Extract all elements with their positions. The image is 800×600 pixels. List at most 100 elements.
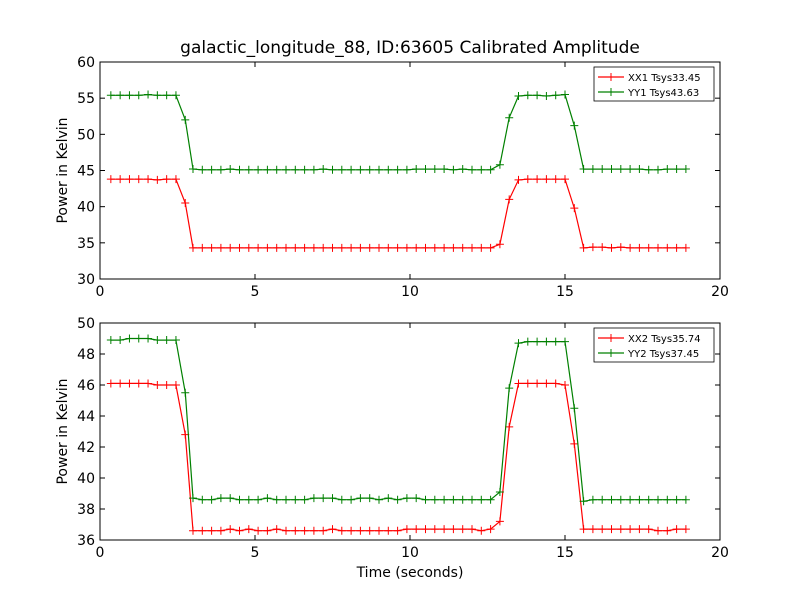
data-point bbox=[198, 243, 207, 252]
data-point bbox=[635, 495, 644, 504]
data-point bbox=[337, 243, 346, 252]
data-point bbox=[672, 165, 681, 174]
data-point bbox=[440, 243, 449, 252]
data-point bbox=[328, 494, 337, 503]
legend-marker bbox=[607, 73, 615, 81]
data-point bbox=[495, 240, 504, 249]
data-point bbox=[542, 337, 551, 346]
data-point bbox=[402, 243, 411, 252]
data-point bbox=[319, 165, 328, 174]
data-point bbox=[430, 165, 439, 174]
data-point bbox=[523, 379, 532, 388]
data-point bbox=[477, 165, 486, 174]
data-point bbox=[198, 165, 207, 174]
data-point bbox=[144, 334, 153, 343]
data-point bbox=[551, 379, 560, 388]
data-point bbox=[337, 526, 346, 535]
data-point bbox=[449, 243, 458, 252]
data-point bbox=[663, 165, 672, 174]
data-point bbox=[672, 243, 681, 252]
data-point bbox=[458, 525, 467, 534]
data-point bbox=[207, 165, 216, 174]
data-point bbox=[579, 497, 588, 506]
data-point bbox=[393, 526, 402, 535]
data-point bbox=[551, 175, 560, 184]
data-point bbox=[449, 165, 458, 174]
data-point bbox=[235, 495, 244, 504]
data-point bbox=[505, 384, 514, 393]
data-point bbox=[282, 165, 290, 174]
data-point bbox=[468, 243, 476, 252]
data-point bbox=[153, 175, 162, 184]
data-point bbox=[300, 165, 309, 174]
data-point bbox=[116, 91, 125, 100]
data-point bbox=[254, 526, 263, 535]
data-point bbox=[654, 165, 662, 174]
data-point bbox=[607, 495, 616, 504]
data-point bbox=[681, 243, 690, 252]
data-point bbox=[171, 91, 180, 100]
data-point bbox=[570, 404, 579, 413]
data-point bbox=[588, 495, 597, 504]
data-point bbox=[116, 175, 125, 184]
data-point bbox=[189, 165, 197, 174]
data-point bbox=[375, 526, 383, 535]
data-point bbox=[412, 494, 421, 503]
y-tick-label: 50 bbox=[77, 316, 95, 332]
data-point bbox=[347, 243, 356, 252]
data-point bbox=[181, 199, 190, 208]
data-point bbox=[663, 526, 672, 535]
data-point bbox=[291, 526, 300, 535]
data-point bbox=[254, 243, 263, 252]
data-point bbox=[207, 495, 216, 504]
data-point bbox=[300, 495, 309, 504]
data-point bbox=[365, 494, 374, 503]
data-point bbox=[282, 243, 290, 252]
data-point bbox=[181, 388, 190, 397]
data-point bbox=[235, 526, 244, 535]
data-point bbox=[626, 165, 635, 174]
data-point bbox=[181, 115, 190, 124]
data-point bbox=[207, 526, 216, 535]
data-point bbox=[626, 243, 635, 252]
data-point bbox=[337, 165, 346, 174]
data-point bbox=[272, 165, 281, 174]
data-point bbox=[607, 243, 616, 252]
data-point bbox=[272, 243, 281, 252]
data-point bbox=[635, 243, 644, 252]
data-point bbox=[235, 165, 244, 174]
data-point bbox=[663, 243, 672, 252]
y-tick-label: 36 bbox=[77, 533, 95, 549]
y-tick-label: 44 bbox=[77, 409, 95, 425]
data-point bbox=[282, 495, 290, 504]
data-point bbox=[263, 526, 272, 535]
data-point bbox=[570, 439, 579, 448]
data-point bbox=[153, 336, 162, 345]
data-point bbox=[561, 337, 569, 346]
data-point bbox=[626, 525, 635, 534]
data-point bbox=[654, 243, 662, 252]
legend-marker bbox=[607, 334, 615, 342]
data-point bbox=[106, 379, 115, 388]
data-point bbox=[421, 495, 430, 504]
data-point bbox=[533, 337, 542, 346]
data-point bbox=[430, 243, 439, 252]
data-point bbox=[523, 337, 532, 346]
data-point bbox=[486, 243, 495, 252]
data-point bbox=[309, 165, 318, 174]
data-point bbox=[263, 165, 272, 174]
data-point bbox=[134, 91, 143, 100]
data-point bbox=[626, 495, 635, 504]
data-point bbox=[644, 495, 653, 504]
data-point bbox=[551, 337, 560, 346]
data-point bbox=[486, 525, 495, 534]
data-point bbox=[226, 243, 235, 252]
data-point bbox=[328, 165, 337, 174]
x-tick-label: 15 bbox=[556, 545, 574, 561]
data-point bbox=[347, 165, 356, 174]
series-line-1 bbox=[110, 178, 686, 249]
data-point bbox=[365, 165, 374, 174]
data-point bbox=[272, 495, 281, 504]
data-point bbox=[654, 526, 662, 535]
data-point bbox=[402, 525, 411, 534]
